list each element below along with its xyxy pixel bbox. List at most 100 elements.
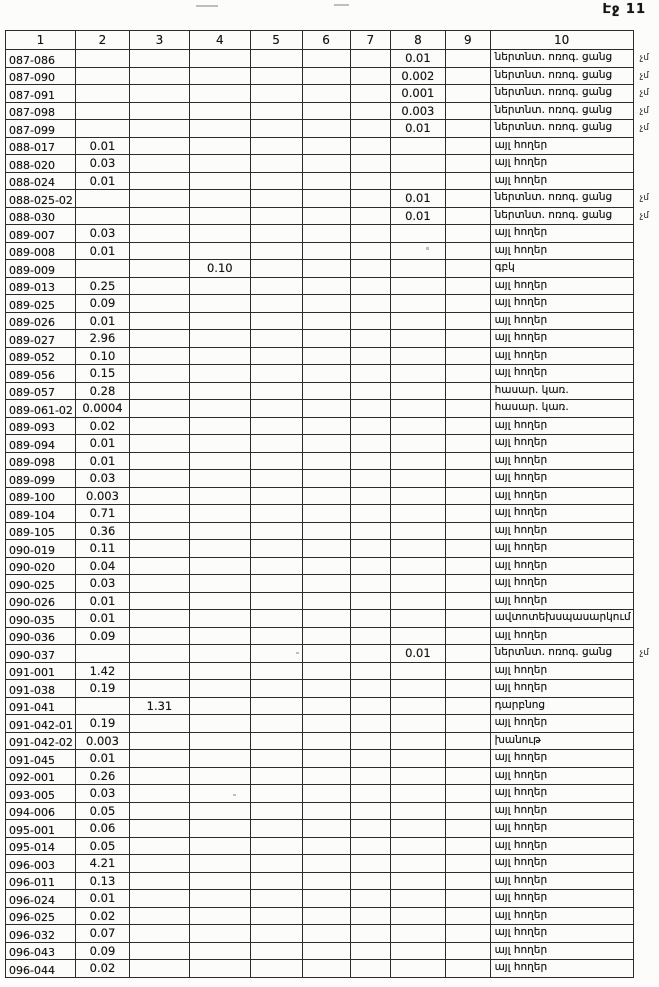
cell-parcel-code: 096-003 [5,854,76,873]
cell-value [129,556,190,575]
cell-value [249,714,303,733]
cell-value [349,399,391,418]
table-row: 091-045 0.01 այլ հողեր [5,749,659,768]
cell-value [129,521,190,540]
cell-value [301,906,351,925]
row-margin-annotation [633,837,658,855]
cell-value [301,364,351,383]
cell-value [188,434,251,453]
cell-value [129,626,190,645]
cell-value [389,469,446,488]
cell-value [188,189,251,208]
cell-value: 0.01 [74,136,131,155]
cell-value [389,556,446,575]
table-row: 090-019 0.11 այլ հողեր [5,539,659,558]
cell-value [389,871,446,890]
cell-value [444,416,491,435]
row-margin-annotation [633,452,658,470]
cell-value [129,189,190,208]
cell-value [301,346,351,365]
cell-value [249,294,303,313]
cell-value [188,766,251,785]
cell-landuse: այլ հողեր [489,819,634,838]
cell-value [301,416,351,435]
row-margin-annotation [633,522,658,540]
cell-value [349,346,391,365]
cell-value [301,311,351,330]
cell-value [301,259,351,278]
cell-value [249,749,303,768]
cell-value [444,836,491,855]
cell-value [301,329,351,348]
cell-value [349,696,391,715]
cell-value: 0.11 [74,539,131,558]
cell-value [129,434,190,453]
cell-value: 0.01 [74,171,131,190]
cell-value [249,609,303,628]
cell-value [188,119,251,138]
cell-value [349,731,391,750]
cell-value [249,119,303,138]
cell-parcel-code: 088-017 [5,136,76,155]
cell-value [444,206,491,225]
cell-value [301,661,351,680]
cell-value [188,801,251,820]
cell-value [444,329,491,348]
cell-value: 0.01 [74,609,131,628]
cell-value [188,294,251,313]
cell-value [444,364,491,383]
cell-value [444,854,491,873]
cell-value [301,574,351,593]
cell-value [301,644,351,663]
cell-parcel-code: 088-025-02 [5,189,76,208]
cell-landuse: այլ հողեր [489,451,634,470]
table-row: 089-009 0.10 գբկ [5,259,659,278]
cell-landuse: հասար. կառ. [489,399,634,418]
cell-parcel-code: 096-044 [5,959,76,978]
row-margin-annotation [633,802,658,820]
cell-value [129,906,190,925]
row-margin-annotation [633,890,658,908]
row-margin-annotation: չմ [639,648,650,659]
cell-value [188,941,251,960]
cell-value [444,49,491,68]
cell-value [188,364,251,383]
cell-value [129,539,190,558]
cell-value [349,924,391,943]
cell-value [389,836,446,855]
cell-value: 1.42 [74,661,131,680]
cell-value [249,451,303,470]
cell-value [129,206,190,225]
cell-value [249,486,303,505]
cell-value [349,189,391,208]
cell-value [301,889,351,908]
cell-value [188,311,251,330]
cell-value [249,154,303,173]
row-margin-annotation [633,295,658,313]
cell-value [444,871,491,890]
cell-value [389,504,446,523]
cell-value [389,609,446,628]
cell-value [188,66,251,85]
cell-value [188,836,251,855]
cell-value [301,679,351,698]
cell-value [74,189,131,208]
cell-value [301,66,351,85]
table-row: 089-098 0.01 այլ հողեր [5,451,659,470]
cell-value [301,836,351,855]
cell-value [389,766,446,785]
cell-value [444,486,491,505]
cell-value [349,714,391,733]
cell-value [129,644,190,663]
cell-value [249,171,303,190]
cell-landuse: այլ հողեր [489,136,634,155]
cell-value [249,539,303,558]
cell-value [249,731,303,750]
cell-value [129,259,190,278]
cell-landuse: ավտոտեխսպասարկում [489,609,634,628]
table-row: 089-056 0.15 այլ հողեր [5,364,659,383]
cell-value [301,136,351,155]
cell-value [444,766,491,785]
cell-value [349,294,391,313]
table-row: 089-026 0.01 այլ հողեր [5,311,659,330]
